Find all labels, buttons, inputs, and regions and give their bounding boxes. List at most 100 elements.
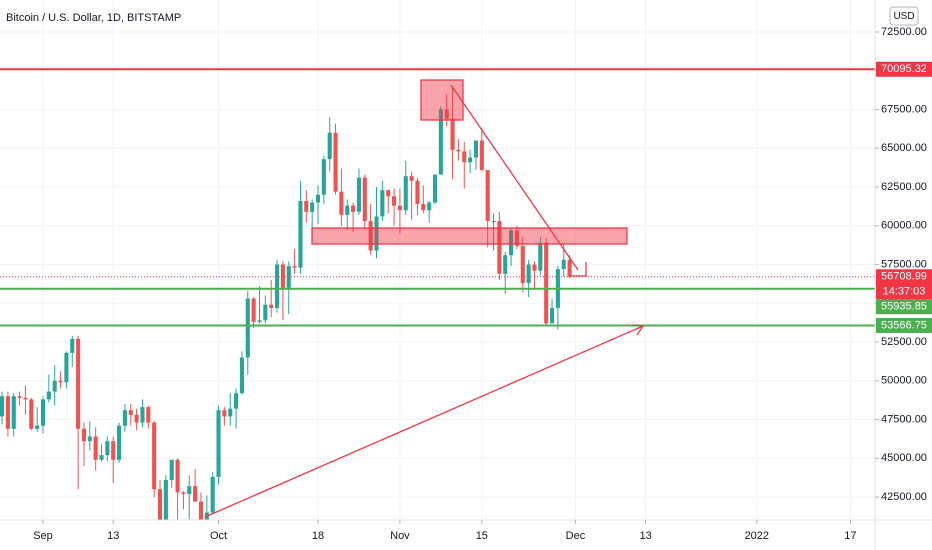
candle-body bbox=[257, 320, 262, 322]
candle-body bbox=[193, 486, 198, 502]
candle-body bbox=[339, 191, 344, 215]
x-tick-label: Sep bbox=[33, 530, 53, 542]
candle-body bbox=[561, 259, 566, 270]
candle-body bbox=[298, 200, 303, 268]
candle-body bbox=[456, 149, 461, 152]
x-tick-label: 18 bbox=[312, 530, 324, 542]
y-tick-label: 45000.00 bbox=[881, 452, 927, 464]
candle-body bbox=[23, 397, 28, 400]
candle-body bbox=[157, 489, 163, 520]
y-tick-label: 62500.00 bbox=[881, 181, 927, 193]
candle-body bbox=[321, 159, 326, 195]
candle-body bbox=[438, 109, 443, 175]
trend-line-up bbox=[204, 325, 644, 518]
candle-body bbox=[105, 441, 110, 456]
candle-body bbox=[397, 205, 402, 211]
price-tag-label: 55935.85 bbox=[881, 301, 927, 313]
candle-body bbox=[0, 396, 5, 417]
price-tag bbox=[876, 269, 932, 300]
x-tick-label: 13 bbox=[107, 530, 119, 542]
price-tag-label: 53566.75 bbox=[881, 319, 927, 331]
candle-body bbox=[473, 140, 479, 158]
y-tick-label: 52500.00 bbox=[881, 336, 927, 348]
candle-body bbox=[181, 492, 186, 494]
candle-body bbox=[468, 157, 473, 163]
resistance-box bbox=[311, 227, 628, 245]
candle-body bbox=[503, 255, 508, 274]
candle-body bbox=[415, 180, 420, 205]
candle-body bbox=[117, 425, 122, 460]
candle-body bbox=[544, 242, 549, 324]
candle-body bbox=[269, 304, 274, 308]
candle-body bbox=[567, 259, 572, 277]
candle-body bbox=[128, 410, 133, 415]
candle-body bbox=[11, 396, 16, 429]
candle-body bbox=[421, 204, 426, 211]
candle-body bbox=[46, 391, 51, 400]
candle-body bbox=[239, 357, 244, 394]
candle-body bbox=[392, 196, 397, 206]
candle-body bbox=[462, 151, 467, 163]
candle-body bbox=[327, 132, 332, 160]
candle-body bbox=[345, 205, 350, 215]
candle-body bbox=[427, 202, 432, 211]
price-tag-label: 70095.32 bbox=[881, 63, 927, 75]
candle-body bbox=[210, 476, 215, 513]
candle-body bbox=[175, 459, 180, 493]
trend-line-down bbox=[450, 84, 579, 271]
candle-body bbox=[152, 422, 157, 490]
price-tags: 70095.32 56708.99 14:37:03 55935.85 53566.75 bbox=[876, 61, 932, 333]
candle-body bbox=[140, 407, 145, 423]
candle-body bbox=[356, 177, 361, 212]
candle-body bbox=[234, 393, 239, 409]
x-tick-label: 17 bbox=[844, 530, 856, 542]
x-tick-label: 15 bbox=[476, 530, 488, 542]
candle-body bbox=[169, 459, 174, 480]
price-tag-label: 14:37:03 bbox=[883, 286, 926, 298]
candle-body bbox=[497, 221, 502, 274]
price-tag bbox=[876, 299, 932, 315]
candle-body bbox=[52, 380, 57, 392]
candle-body bbox=[35, 425, 40, 429]
candle-body bbox=[538, 242, 543, 271]
y-tick-label: 50000.00 bbox=[881, 375, 927, 387]
candle-body bbox=[368, 221, 373, 251]
candle-body bbox=[526, 264, 531, 284]
x-tick-label: 2022 bbox=[745, 530, 769, 542]
y-tick-label: 67500.00 bbox=[881, 103, 927, 115]
candle-body bbox=[187, 486, 192, 494]
price-tag bbox=[876, 317, 932, 333]
candle-body bbox=[304, 200, 309, 212]
candle-body bbox=[351, 205, 356, 212]
candle-body bbox=[509, 230, 514, 256]
candle-body bbox=[409, 176, 414, 181]
grid bbox=[0, 0, 875, 520]
arrow-head bbox=[570, 262, 587, 277]
currency-label: USD bbox=[893, 11, 914, 22]
candle-body bbox=[432, 174, 438, 203]
candle-body bbox=[111, 441, 116, 460]
candle-body bbox=[40, 399, 46, 426]
candle-body bbox=[520, 245, 525, 284]
candle-body bbox=[380, 190, 385, 217]
x-tick-label: 13 bbox=[640, 530, 652, 542]
candle-body bbox=[315, 194, 321, 203]
currency-box bbox=[889, 6, 919, 26]
candle-body bbox=[163, 479, 168, 520]
candle-body bbox=[444, 109, 449, 119]
x-tick-label: Oct bbox=[210, 530, 227, 542]
candle-body bbox=[216, 410, 221, 477]
price-tag-label: 56708.99 bbox=[881, 271, 927, 283]
candle-body bbox=[87, 436, 92, 442]
candle-body bbox=[274, 264, 280, 308]
candle-body bbox=[70, 338, 75, 353]
candle-body bbox=[17, 396, 22, 398]
candle-body bbox=[122, 410, 127, 426]
candle-body bbox=[479, 140, 484, 170]
y-tick-label: 57500.00 bbox=[881, 258, 927, 270]
levels bbox=[0, 68, 875, 327]
candle-body bbox=[362, 177, 367, 222]
candle-body bbox=[292, 266, 297, 268]
axes: 42500.00 45000.00 47500.00 50000.00 52500.00… bbox=[33, 26, 927, 542]
